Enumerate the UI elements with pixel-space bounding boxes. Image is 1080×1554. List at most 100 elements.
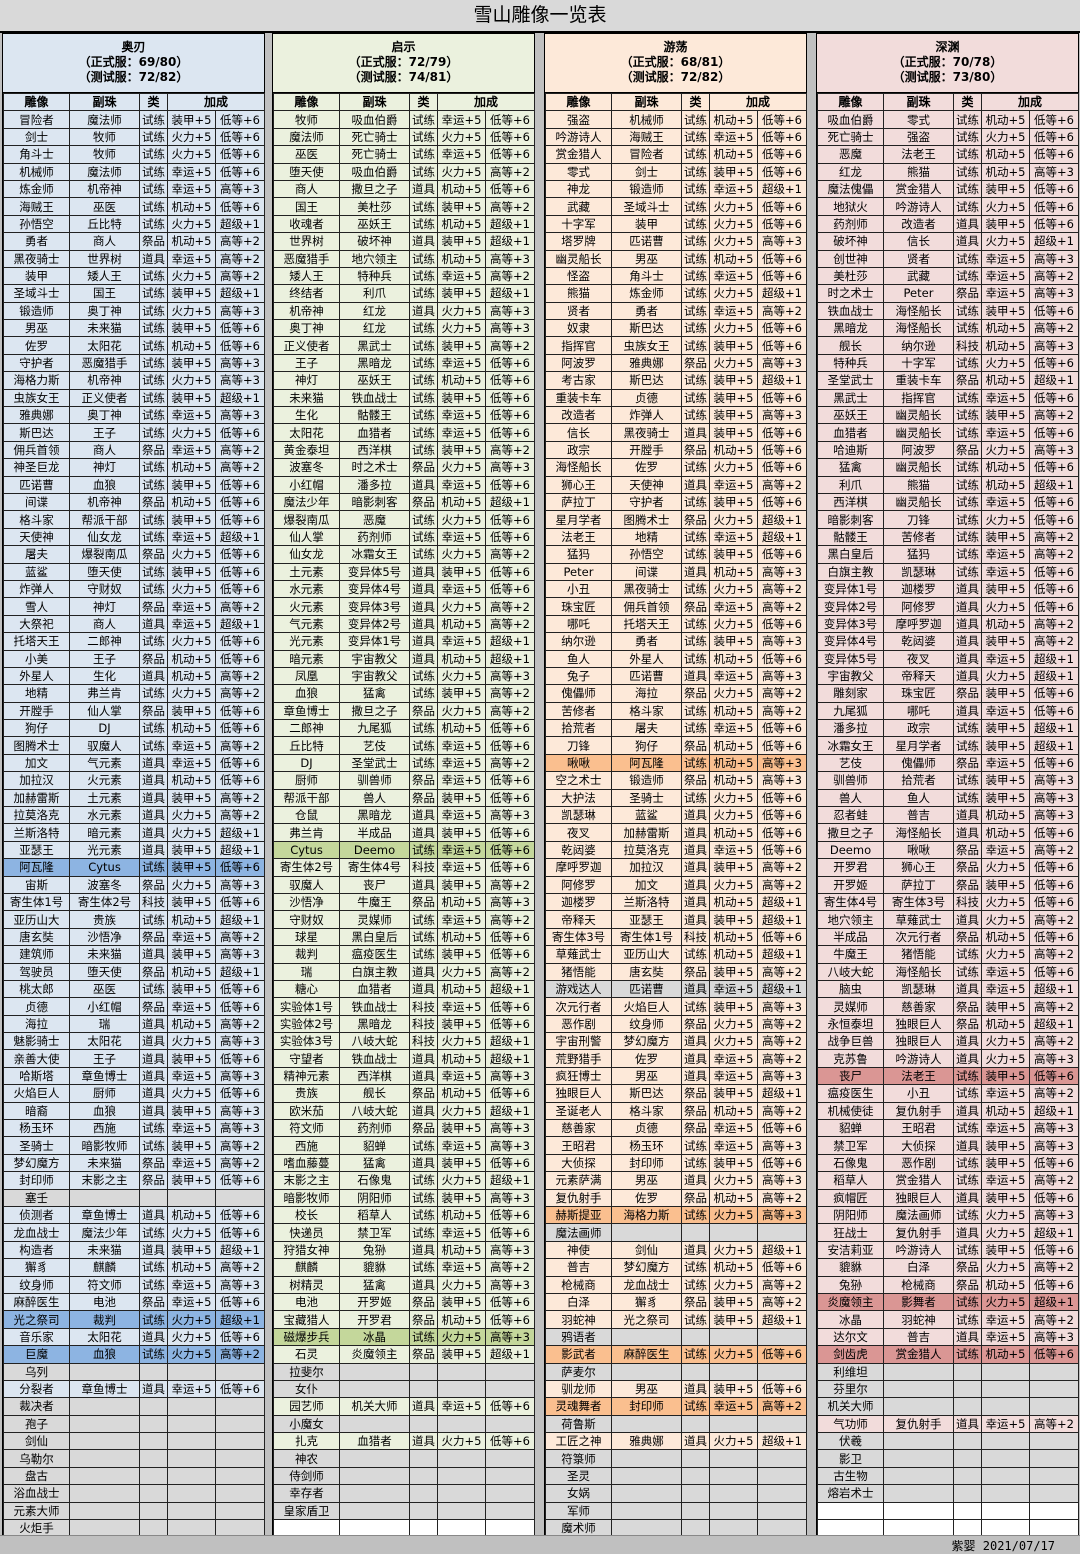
table-row: 哈迪斯 阿波罗 祭品 火力+5 高等+3 — [817, 440, 1080, 460]
bonus-1: 幸运+5 — [981, 649, 1030, 668]
bonus-1: 机动+5 — [437, 214, 486, 234]
table-row: 小丑 黑夜骑士 试练 火力+5 高等+2 — [545, 579, 808, 599]
sub-orb: 弗兰肯 — [69, 684, 140, 703]
category: 试练 — [139, 858, 168, 877]
category: 试练 — [409, 110, 438, 129]
bonus-2: 高等+3 — [1028, 249, 1080, 268]
bonus-1: 火力+5 — [437, 301, 486, 321]
bonus-1: 火力+5 — [709, 319, 758, 338]
statue-name: 加赫雷斯 — [3, 788, 70, 808]
table-row: 魅影骑士 太阳花 道具 火力+5 高等+3 — [3, 1032, 266, 1051]
statue-name: 磁爆步兵 — [273, 1327, 340, 1347]
bonus-1: 幸运+5 — [709, 1049, 758, 1068]
statue-name: 魔法画师 — [545, 1223, 612, 1242]
sub-orb: 生化 — [69, 666, 140, 686]
bonus-1: 幸运+5 — [981, 562, 1030, 581]
sub-orb: 海贼王 — [611, 127, 682, 147]
bonus-2: 低等+6 — [756, 614, 808, 634]
category: 试练 — [681, 266, 710, 286]
category — [681, 1362, 710, 1381]
statue-name: 加文 — [3, 753, 70, 773]
category: 试练 — [139, 1258, 168, 1277]
bonus-2: 超级+1 — [214, 1240, 266, 1260]
sub-orb: 巫妖王 — [339, 214, 410, 234]
bonus-1: 机动+5 — [981, 1275, 1030, 1294]
statue-name: 水元素 — [273, 579, 340, 599]
bonus-1: 装甲+5 — [437, 388, 486, 408]
statue-name: 魔法傀儡 — [817, 179, 884, 199]
sub-orb: 阿瓦隆 — [611, 753, 682, 773]
category: 试练 — [409, 214, 438, 234]
bonus-1: 装甲+5 — [709, 1084, 758, 1103]
bonus-2: 高等+2 — [484, 162, 536, 181]
bonus-2: 低等+6 — [756, 336, 808, 355]
bonus-2: 低等+6 — [756, 127, 808, 147]
bonus-1: 幸运+5 — [437, 406, 486, 425]
table-row: 章鱼博士 撒旦之子 祭品 火力+5 高等+2 — [273, 701, 536, 721]
bonus-2: 高等+2 — [1028, 945, 1080, 964]
category: 道具 — [953, 614, 982, 634]
statue-name: 军师 — [545, 1501, 612, 1521]
bonus-2: 低等+6 — [214, 162, 266, 181]
bonus-2: 高等+3 — [756, 1205, 808, 1225]
statue-name: 阴阳师 — [817, 1205, 884, 1225]
statue-name: 舰长 — [817, 336, 884, 355]
category: 祭品 — [953, 1258, 982, 1277]
bonus-2 — [756, 1466, 808, 1486]
table-row: 影武者 麻醉医生 试练 火力+5 低等+6 — [545, 1345, 808, 1364]
statue-name: 阿修罗 — [545, 875, 612, 894]
bonus-1: 火力+5 — [981, 910, 1030, 929]
bonus-1: 装甲+5 — [167, 1171, 216, 1190]
statue-name: 收魂者 — [273, 214, 340, 234]
bonus-1: 机动+5 — [981, 371, 1030, 390]
sub-orb: 独眼巨人 — [883, 1014, 954, 1034]
table-row: 萨麦尔 — [545, 1362, 808, 1381]
category: 道具 — [953, 1414, 982, 1434]
category: 祭品 — [409, 1119, 438, 1138]
category: 试练 — [139, 562, 168, 581]
sub-orb: 勇者 — [611, 632, 682, 651]
sub-orb — [883, 1397, 954, 1416]
sub-orb: 熊猫 — [883, 475, 954, 494]
statue-name: 沙悟净 — [273, 892, 340, 912]
statue-name: 瘟疫医生 — [817, 1084, 884, 1103]
bonus-2: 低等+6 — [484, 1397, 536, 1416]
category — [409, 1362, 438, 1381]
table-row: 普吉 梦幻魔方 试练 机动+5 低等+6 — [545, 1258, 808, 1277]
category: 祭品 — [681, 353, 710, 373]
statue-name: 驭魔人 — [273, 875, 340, 894]
bonus-1: 火力+5 — [437, 1432, 486, 1451]
sub-orb — [611, 1501, 682, 1521]
bonus-1: 机动+5 — [167, 458, 216, 477]
statue-name: 驾驶员 — [3, 962, 70, 981]
sub-orb: 梦幻魔方 — [611, 1032, 682, 1051]
bonus-2: 高等+3 — [1028, 1327, 1080, 1347]
category: 试练 — [681, 997, 710, 1016]
table-row: 土元素 变异体5号 道具 装甲+5 低等+6 — [273, 562, 536, 581]
statue-name: 开罗君 — [817, 858, 884, 877]
category: 试练 — [953, 319, 982, 338]
category: 道具 — [139, 771, 168, 790]
statue-name: 贵族 — [273, 1084, 340, 1103]
bonus-1 — [709, 1466, 758, 1486]
sub-orb: 波塞冬 — [69, 875, 140, 894]
table-row: 侦测者 章鱼博士 道具 机动+5 低等+6 — [3, 1205, 266, 1225]
sub-orb: 药剂师 — [339, 1119, 410, 1138]
category: 试练 — [409, 945, 438, 964]
bonus-2 — [1028, 1484, 1080, 1503]
sub-orb: 蓝鲨 — [611, 806, 682, 825]
section-name: 深渊 — [935, 40, 960, 54]
category: 试练 — [139, 127, 168, 147]
sub-orb: 未来猫 — [69, 319, 140, 338]
bonus-1: 火力+5 — [167, 1223, 216, 1242]
category: 道具 — [953, 1136, 982, 1155]
category: 试练 — [139, 406, 168, 425]
sub-orb: 暗影刺客 — [339, 492, 410, 512]
table-row: 未来猫 铁血战士 试练 装甲+5 低等+6 — [273, 388, 536, 408]
bonus-2 — [214, 1397, 266, 1416]
category: 试练 — [409, 440, 438, 460]
statue-name: 屠夫 — [3, 545, 70, 564]
category: 祭品 — [409, 701, 438, 721]
bonus-2: 低等+6 — [484, 823, 536, 842]
statue-name — [817, 1519, 884, 1538]
